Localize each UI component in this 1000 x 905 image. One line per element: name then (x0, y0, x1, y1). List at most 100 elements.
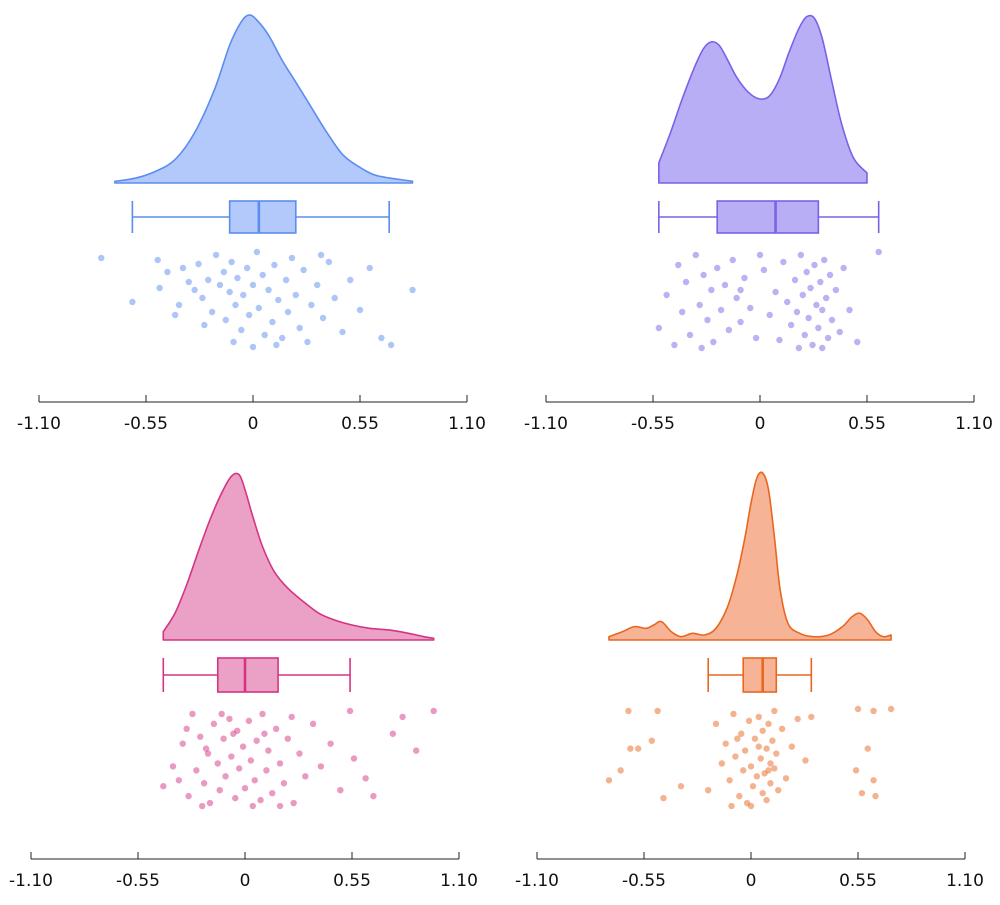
data-point (828, 316, 836, 324)
data-point (259, 271, 266, 279)
data-point (821, 256, 828, 264)
data-point (241, 785, 249, 792)
x-tick-label: -1.10 (17, 414, 61, 434)
data-point (747, 304, 754, 312)
data-point (228, 258, 235, 266)
data-point (304, 338, 311, 346)
data-point (300, 266, 307, 274)
data-point (675, 261, 682, 269)
data-point (717, 306, 725, 314)
data-point (872, 792, 879, 800)
data-point (763, 796, 770, 804)
data-point (771, 765, 778, 772)
data-point (737, 286, 744, 294)
data-point (296, 324, 303, 332)
x-tick-label: 0 (746, 871, 757, 891)
data-point (218, 710, 225, 718)
data-point (214, 760, 221, 767)
data-point (634, 745, 642, 752)
data-point (807, 284, 814, 292)
data-point (276, 802, 284, 810)
data-point (732, 753, 739, 760)
data-point (327, 740, 334, 747)
data-point (179, 740, 186, 747)
data-point (154, 256, 161, 264)
data-point (767, 780, 774, 787)
x-tick-label: 1.10 (448, 414, 486, 434)
data-point (749, 783, 757, 790)
data-point (226, 288, 233, 296)
data-point (725, 326, 733, 334)
x-tick-label: 0 (755, 414, 766, 434)
data-point (235, 765, 243, 772)
data-point (771, 707, 778, 715)
data-point (156, 284, 163, 292)
data-point (230, 338, 237, 346)
data-point (265, 286, 272, 294)
data-point (220, 735, 227, 742)
data-point (249, 343, 257, 351)
data-point (836, 328, 843, 336)
data-point (747, 763, 755, 770)
x-tick-label: -0.55 (631, 414, 675, 434)
data-point (655, 324, 663, 332)
data-point (216, 281, 224, 289)
x-tick-label: 0.55 (333, 871, 371, 891)
x-tick-label: 1.10 (946, 871, 984, 891)
data-point (232, 301, 239, 309)
data-point (409, 286, 416, 294)
data-point (337, 786, 344, 794)
data-point (317, 251, 325, 259)
data-point (729, 256, 736, 264)
data-point (705, 786, 712, 794)
data-point (710, 338, 717, 346)
data-point (686, 331, 694, 339)
data-point (870, 777, 877, 784)
data-point (191, 286, 198, 294)
data-point (263, 767, 270, 774)
data-point (671, 341, 678, 349)
data-point (308, 301, 315, 309)
data-point (826, 271, 834, 279)
data-point (740, 767, 747, 774)
x-tick-label: 0.55 (839, 871, 877, 891)
data-point (378, 334, 385, 342)
data-point (755, 713, 762, 721)
data-point (775, 786, 782, 794)
data-point (370, 792, 377, 800)
data-point (200, 780, 208, 787)
data-point (813, 301, 820, 309)
data-point (617, 767, 624, 774)
data-point (799, 291, 806, 299)
data-point (249, 802, 256, 810)
data-point (728, 802, 735, 810)
data-point (741, 274, 748, 282)
data-point (815, 324, 822, 332)
data-point (788, 743, 796, 750)
raincloud-panel-2: -1.10 -0.55 0 0.55 1.10 (524, 14, 993, 434)
data-point (714, 264, 721, 272)
x-tick-label: 0 (248, 414, 259, 434)
data-point (430, 707, 437, 715)
data-point (212, 251, 220, 259)
data-point (819, 306, 826, 314)
data-point (627, 745, 634, 752)
data-point (832, 286, 840, 294)
data-point (284, 308, 292, 316)
data-point (704, 316, 711, 324)
data-point (245, 311, 253, 319)
data-point (663, 291, 670, 299)
data-point (692, 251, 699, 259)
data-point (793, 308, 801, 316)
data-point (220, 268, 228, 276)
data-point (278, 334, 286, 342)
iqr-box (716, 200, 820, 234)
data-point (712, 720, 720, 728)
data-point (819, 344, 826, 352)
data-point (238, 326, 245, 334)
data-point (766, 311, 773, 319)
data-point (202, 745, 210, 752)
data-point (253, 737, 260, 744)
data-point (339, 328, 346, 336)
